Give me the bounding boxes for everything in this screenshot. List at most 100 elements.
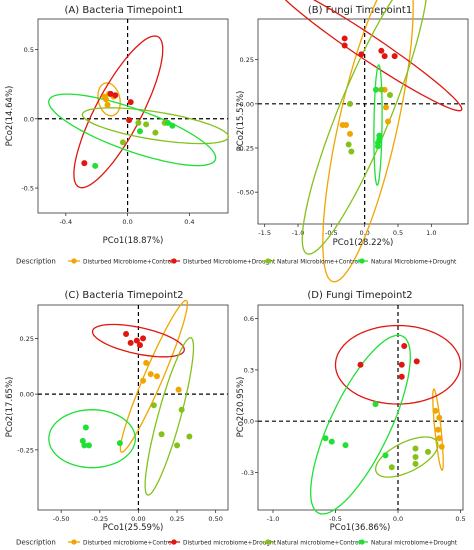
panel-a-point-disturbed-drought [127,99,134,106]
panel-d-point-disturbed-drought [357,361,364,368]
legend-swatch-natural-control [265,258,271,264]
panel-c-ytick-label: 0.25 [20,335,34,343]
panel-b-ytick-label: -0.25 [237,145,254,153]
panel-a: (A) Bacteria Timepoint1 -0.4 0.0 0.4 -0.5 0.… [5,5,230,246]
panel-d-ytick-label: 0.6 [244,315,254,323]
panel-d-title: (D) Fungi Timepoint2 [307,290,412,301]
legend-label-disturbed-control: Disturbed microbiome+Control [83,540,174,546]
panel-b-point-disturbed-drought [391,53,398,60]
panel-c-xtick-label: 0.00 [131,515,145,523]
panel-a-point-disturbed-drought [126,117,133,124]
legend-swatch-natural-drought [359,258,365,264]
panel-b-xtick-label: 1.0 [426,229,436,237]
legend-label-natural-drought: Natural microbiome+Drought [371,540,458,546]
panel-a-ytick-label: 0.5 [24,46,34,54]
panel-c-point-disturbed-drought [123,330,130,337]
panel-d-ellipse-natural-control [375,436,439,478]
panel-d-point-natural-drought [342,442,349,449]
panel-d-plot: -1.0 -0.5 0.0 0.5 -0.3 0.0 0.3 0.6 [241,305,466,523]
panel-d-point-disturbed-control [435,426,441,433]
panel-a-point-disturbed-drought [107,90,114,97]
panel-b-plot-frame [257,18,469,225]
legend-swatch-disturbed-control [71,539,77,545]
panel-d-xtick-label: 0.5 [455,515,465,523]
panel-d-xtick-label: -1.0 [267,515,280,523]
legend-bottom: Description Disturbed microbiome+Control D… [16,539,458,547]
panel-b-ellipse-natural-control [301,0,427,255]
panel-d-point-disturbed-drought [401,343,408,349]
panel-c-title: (C) Bacteria Timepoint2 [64,290,183,301]
panel-a-xlabel: PCo1(18.87%) [103,236,164,246]
panel-b-point-disturbed-control [385,118,391,125]
legend-label-natural-drought: Natural Microbiome+Drought [371,259,457,265]
panel-d-point-disturbed-control [436,435,443,442]
panel-a-point-disturbed-control [104,101,111,108]
panel-d-point-natural-drought [328,438,335,445]
panel-d-point-disturbed-control [438,443,445,450]
panel-c: (C) Bacteria Timepoint2 -0.50 -0.25 0.00 0.… [5,290,229,533]
legend-label-natural-control: Natural Microbiome+Control [277,259,360,265]
panel-d-point-disturbed-control [436,414,443,421]
panel-d-point-natural-control [388,464,395,471]
panel-d-ytick-label: -0.3 [241,469,254,477]
panel-d-point-disturbed-drought [398,373,405,380]
panel-c-ylabel: PCo2(17.65%) [5,377,15,438]
panel-c-point-natural-control [178,406,185,413]
panel-d-ytick-label: 0.0 [244,418,254,426]
panel-c-point-natural-control [174,442,181,449]
panel-a-point-natural-control [143,121,150,128]
panel-b-xtick-label: -1.0 [292,229,305,237]
panel-c-point-disturbed-control [140,377,147,384]
panel-a-point-natural-control [135,119,142,126]
panel-b-point-disturbed-drought [378,47,385,54]
panel-d-point-disturbed-drought [398,361,405,368]
panel-b-point-natural-control [348,148,355,155]
panel-a-ellipse-natural-drought [48,93,217,167]
panel-b-xtick-label: 0.0 [359,229,369,237]
legend-swatch-disturbed-control [71,258,77,264]
panel-d-plot-frame [257,304,464,511]
panel-a-point-disturbed-drought [112,92,119,99]
panel-d-ellipse-disturbed-drought [334,324,462,405]
panel-a-ellipse-natural-control [81,107,230,145]
panel-a-point-natural-drought [169,122,176,129]
panel-d-point-natural-control [412,460,419,467]
panel-b-point-disturbed-control [347,130,353,137]
panel-c-point-natural-drought [81,442,88,449]
panel-c-xtick-label: 0.50 [208,515,222,523]
panel-c-point-disturbed-control [175,386,182,393]
panel-d-xlabel: PCo1(36.86%) [330,523,391,533]
panel-d-point-natural-control [412,454,419,461]
panel-b-point-disturbed-control [383,104,389,111]
panel-d-point-disturbed-control [432,407,439,414]
panel-c-point-disturbed-drought [133,337,140,344]
panel-a-ytick-label: -0.5 [21,185,34,193]
panel-d-xtick-label: 0.0 [393,515,403,523]
legend-swatch-natural-drought [359,539,365,545]
panel-c-point-natural-drought [116,440,123,447]
legend-label-disturbed-drought: Disturbed microbiome+Drought [183,540,277,546]
panel-c-ytick-label: 0.00 [20,391,34,399]
panel-b-ellipse-disturbed-control [322,0,414,283]
panel-b-point-natural-drought [375,143,381,150]
panel-b-point-disturbed-drought [341,35,348,42]
legend-swatch-disturbed-drought [171,258,177,264]
panel-a-ylabel: PCo2(14.64%) [5,86,15,147]
panel-c-point-natural-control [150,402,157,409]
panel-b-plot: -1.5 -1.0 -0.5 0.0 0.5 1.0-0.50-0.250.000.25 [237,0,468,283]
panel-d-point-natural-drought [372,401,379,408]
panel-c-plot: -0.50 -0.25 0.00 0.25 0.50 -0.25 0.00 0.25 [17,299,228,523]
panel-b: (B) Fungi Timepoint1 -1.5 -1.0 -0.5 0.0 0.5 1… [236,0,469,283]
legend-swatch-natural-control [265,539,271,545]
panel-c-point-disturbed-control [147,371,154,378]
panel-b-ellipse-natural-drought [373,64,383,186]
panel-d-xtick-label: -0.5 [329,515,342,523]
panel-a-plot: -0.4 0.0 0.4 -0.5 0.0 0.5 [21,19,230,226]
legend-swatch-disturbed-drought [171,539,177,545]
panel-a-point-natural-drought [92,162,99,169]
panel-c-xtick-label: -0.25 [91,515,108,523]
panel-d-point-natural-control [412,445,419,452]
panel-b-ytick-label: -0.50 [237,189,254,197]
panel-a-xtick-label: 0.4 [184,218,194,226]
